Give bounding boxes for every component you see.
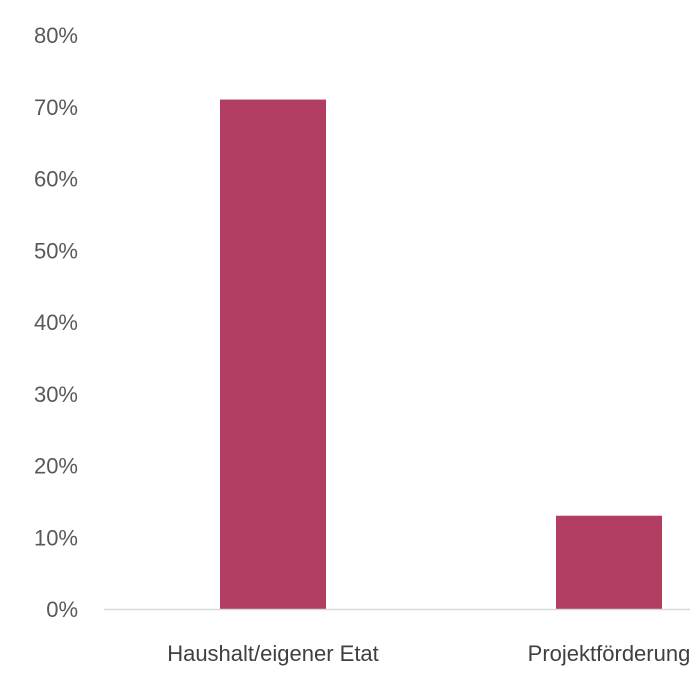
y-tick-label: 50% xyxy=(34,238,78,263)
bar xyxy=(556,515,662,609)
y-tick-label: 60% xyxy=(34,167,78,192)
y-tick-label: 0% xyxy=(46,597,78,622)
y-tick-label: 80% xyxy=(34,23,78,48)
y-axis-ticks: 0% 10% 20% 30% 40% 50% 60% 70% 80% xyxy=(34,23,78,622)
y-tick-label: 40% xyxy=(34,310,78,335)
x-axis-labels: Haushalt/eigener Etat Projektförderung xyxy=(167,641,690,666)
x-category-label: Haushalt/eigener Etat xyxy=(167,641,379,666)
y-tick-label: 70% xyxy=(34,95,78,120)
bar xyxy=(220,99,326,609)
bars xyxy=(220,99,662,609)
y-tick-label: 20% xyxy=(34,454,78,479)
y-tick-label: 30% xyxy=(34,382,78,407)
x-category-label: Projektförderung xyxy=(528,641,690,666)
y-tick-label: 10% xyxy=(34,525,78,550)
